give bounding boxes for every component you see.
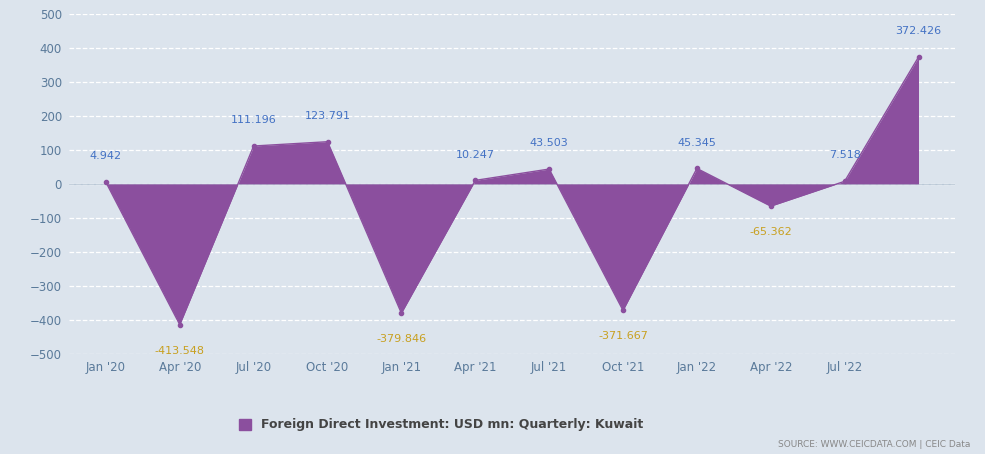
Text: 43.503: 43.503 <box>530 138 568 148</box>
Text: -379.846: -379.846 <box>376 334 427 344</box>
Text: -371.667: -371.667 <box>598 331 648 341</box>
Text: 4.942: 4.942 <box>90 151 122 161</box>
Text: 10.247: 10.247 <box>456 149 494 159</box>
Text: 7.518: 7.518 <box>828 150 861 160</box>
Text: SOURCE: WWW.CEICDATA.COM | CEIC Data: SOURCE: WWW.CEICDATA.COM | CEIC Data <box>778 440 970 449</box>
Text: 45.345: 45.345 <box>678 138 716 148</box>
Text: 123.791: 123.791 <box>304 111 351 121</box>
Text: 372.426: 372.426 <box>895 26 942 36</box>
Text: -413.548: -413.548 <box>155 345 205 355</box>
Legend: Foreign Direct Investment: USD mn: Quarterly: Kuwait: Foreign Direct Investment: USD mn: Quart… <box>233 414 649 436</box>
Text: 111.196: 111.196 <box>230 115 277 125</box>
Text: -65.362: -65.362 <box>750 227 792 237</box>
